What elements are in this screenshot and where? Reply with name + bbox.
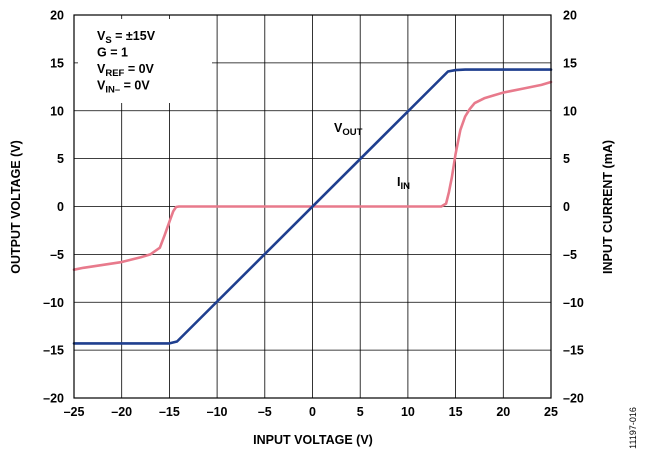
y-right-tick-labels: –20 –15 –10 –5 0 5 10 15 20 [563, 9, 584, 406]
condition-line: G = 1 [97, 46, 128, 60]
y-left-axis-title: OUTPUT VOLTAGE (V) [9, 140, 23, 274]
x-tick-label: 10 [401, 405, 415, 419]
y-left-tick-label: –10 [43, 296, 64, 310]
y-right-tick-label: –20 [563, 392, 584, 406]
y-left-tick-label: 20 [50, 9, 64, 23]
y-left-tick-label: –5 [50, 248, 64, 262]
figure-id: 11197-016 [628, 407, 638, 449]
y-right-tick-label: 5 [563, 152, 570, 166]
y-right-tick-label: 20 [563, 9, 577, 23]
x-tick-label: –5 [258, 405, 272, 419]
x-tick-label: 20 [496, 405, 510, 419]
x-tick-label: –20 [111, 405, 132, 419]
y-left-tick-label: 0 [57, 200, 64, 214]
conditions-background [78, 19, 212, 103]
x-tick-label: 25 [544, 405, 558, 419]
y-left-tick-label: –15 [43, 344, 64, 358]
y-right-tick-label: 0 [563, 200, 570, 214]
series-line-in [72, 80, 553, 271]
y-right-tick-label: 15 [563, 56, 577, 70]
series-line-out [72, 68, 553, 345]
condition-line: VREF = 0V [97, 62, 155, 79]
y-left-tick-label: 15 [50, 56, 64, 70]
y-left-tick-label: 5 [57, 152, 64, 166]
y-right-tick-label: –15 [563, 344, 584, 358]
y-left-tick-label: 10 [50, 104, 64, 118]
y-right-axis-title: INPUT CURRENT (mA) [601, 140, 615, 274]
x-tick-label: –25 [64, 405, 85, 419]
y-right-tick-label: –10 [563, 296, 584, 310]
y-right-tick-label: –5 [563, 248, 577, 262]
x-tick-label: 5 [357, 405, 364, 419]
series-label-in: IIN [397, 175, 410, 192]
condition-line: VS = ±15V [97, 29, 156, 46]
x-tick-label: 15 [449, 405, 463, 419]
x-axis-title: INPUT VOLTAGE (V) [253, 433, 373, 447]
series-group [72, 68, 553, 345]
y-left-tick-labels: –20 –15 –10 –5 0 5 10 15 20 [43, 9, 64, 406]
x-tick-label: 0 [309, 405, 316, 419]
x-tick-label: –15 [159, 405, 180, 419]
plot-frame [73, 14, 552, 399]
series-labels: VOUT IIN [334, 121, 410, 192]
x-tick-labels: –25 –20 –15 –10 –5 0 5 10 15 20 25 [64, 405, 558, 419]
x-tick-label: –10 [207, 405, 228, 419]
condition-line: VIN– = 0V [97, 79, 150, 96]
y-right-tick-label: 10 [563, 104, 577, 118]
y-left-tick-label: –20 [43, 392, 64, 406]
series-label-out: VOUT [334, 121, 363, 138]
